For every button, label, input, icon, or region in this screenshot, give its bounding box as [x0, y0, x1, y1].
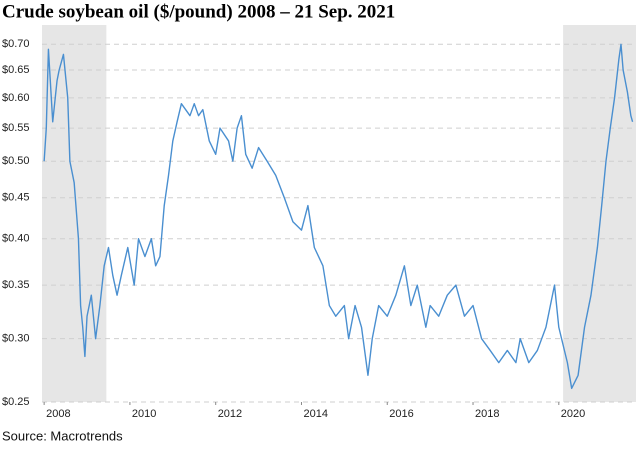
- highlight-band: [42, 25, 107, 402]
- x-tick-label: 2016: [389, 408, 413, 420]
- y-tick-label: $0.55: [2, 122, 30, 134]
- y-tick-label: $0.60: [2, 92, 30, 104]
- x-tick-label: 2020: [561, 408, 585, 420]
- y-tick-label: $0.35: [2, 279, 30, 291]
- y-tick-label: $0.40: [2, 233, 30, 245]
- x-tick-label: 2014: [303, 408, 327, 420]
- x-tick-label: 2008: [46, 408, 70, 420]
- y-tick-label: $0.50: [2, 155, 30, 167]
- x-tick-label: 2012: [218, 408, 242, 420]
- y-tick-label: $0.45: [2, 192, 30, 204]
- x-tick-label: 2018: [475, 408, 499, 420]
- y-tick-label: $0.65: [2, 64, 30, 76]
- y-tick-label: $0.30: [2, 333, 30, 345]
- y-tick-label: $0.25: [2, 396, 30, 408]
- chart-title: Crude soybean oil ($/pound) 2008 – 21 Se…: [2, 1, 395, 22]
- source-note: Source: Macrotrends: [2, 428, 123, 443]
- highlight-band: [563, 25, 636, 402]
- y-tick-label: $0.70: [2, 38, 30, 50]
- x-tick-label: 2010: [132, 408, 156, 420]
- data-line: [43, 43, 634, 390]
